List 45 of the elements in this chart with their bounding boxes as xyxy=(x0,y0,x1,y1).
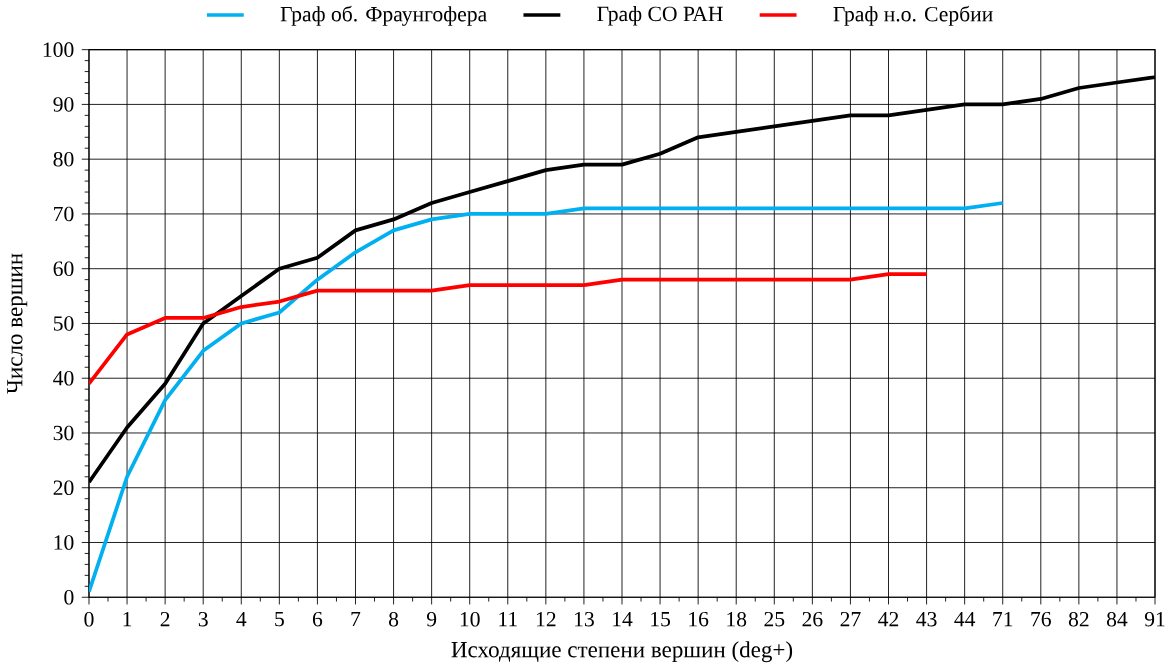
y-tick-label: 90 xyxy=(53,96,74,112)
y-tick-label: 80 xyxy=(53,151,74,167)
x-tick-label: 4 xyxy=(236,611,247,626)
y-tick-label: 100 xyxy=(43,42,74,57)
x-tick-label: 3 xyxy=(198,611,208,627)
x-tick-label: 26 xyxy=(802,611,823,627)
y-tick-label: 40 xyxy=(53,370,74,386)
x-tick-label: 82 xyxy=(1068,611,1089,627)
y-tick-label: 60 xyxy=(53,261,74,276)
x-tick-label: 5 xyxy=(275,611,284,627)
x-tick-label: 25 xyxy=(764,611,785,627)
x-tick-label: 2 xyxy=(160,611,170,627)
legend-label: Граф об. Фраунгофера xyxy=(280,5,487,26)
legend-label: Граф СО РАН xyxy=(597,5,723,26)
x-tick-label: 7 xyxy=(351,611,361,626)
x-tick-label: 14 xyxy=(613,611,633,627)
x-tick-label: 1 xyxy=(123,611,132,627)
x-tick-label: 9 xyxy=(426,611,437,627)
x-axis-title: Исходящие степени вершин (deg+) xyxy=(451,641,793,662)
x-tick-label: 16 xyxy=(689,611,709,627)
y-tick-label: 30 xyxy=(53,425,74,441)
legend-label: Граф н.о. Сербии xyxy=(833,5,993,26)
x-tick-label: 8 xyxy=(388,611,399,627)
y-tick-label: 50 xyxy=(53,315,74,331)
x-tick-label: 43 xyxy=(916,611,937,627)
x-tick-label: 15 xyxy=(651,611,671,627)
y-axis-title: Число вершин xyxy=(7,253,28,394)
x-tick-label: 42 xyxy=(878,611,899,627)
x-tick-label: 11 xyxy=(499,611,517,627)
x-tick-label: 44 xyxy=(954,611,976,626)
x-tick-label: 6 xyxy=(312,611,323,627)
y-tick-label: 10 xyxy=(54,535,74,550)
x-tick-label: 10 xyxy=(460,611,480,627)
x-tick-label: 71 xyxy=(993,611,1013,627)
x-tick-label: 76 xyxy=(1031,611,1051,627)
x-tick-label: 27 xyxy=(840,611,861,627)
x-tick-label: 13 xyxy=(575,611,594,627)
y-tick-label: 0 xyxy=(64,589,74,605)
x-tick-label: 91 xyxy=(1144,611,1165,627)
y-tick-label: 20 xyxy=(53,480,74,495)
x-tick-label: 0 xyxy=(84,611,94,627)
x-tick-label: 84 xyxy=(1106,611,1128,627)
x-tick-label: 12 xyxy=(536,611,556,627)
y-tick-label: 70 xyxy=(54,206,74,222)
x-tick-label: 18 xyxy=(727,611,747,627)
